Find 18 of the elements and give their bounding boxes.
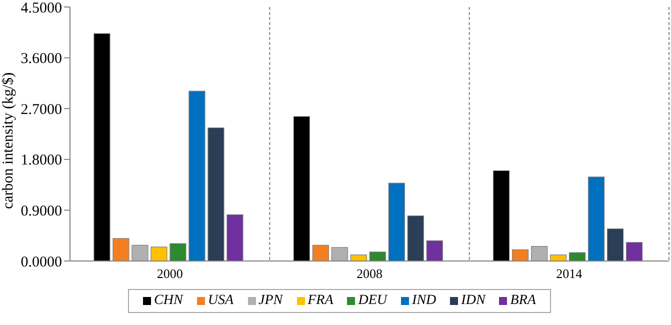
x-tick-label: 2008	[356, 266, 382, 282]
legend-label: BRA	[510, 293, 536, 309]
legend-label: CHN	[154, 293, 183, 309]
legend-label: USA	[208, 293, 234, 309]
y-tick-label: 3.6000	[20, 51, 62, 68]
legend-label: FRA	[308, 293, 334, 309]
y-tick-label: 4.5000	[20, 0, 62, 16]
y-axis-title: carbon intensity (kg/$)	[0, 72, 16, 209]
y-tick-label: 1.8000	[20, 152, 62, 169]
legend-label: JPN	[258, 293, 283, 309]
legend-label: IDN	[461, 293, 486, 309]
x-tick-label: 2014	[556, 266, 583, 282]
legend-label: DEU	[358, 293, 388, 309]
x-tick-label: 2000	[156, 266, 183, 282]
legend-label: IND	[412, 293, 436, 309]
y-tick-label: 0.0000	[20, 254, 62, 270]
y-tick-label: 0.9000	[20, 204, 62, 220]
y-tick-label: 2.7000	[20, 102, 62, 118]
